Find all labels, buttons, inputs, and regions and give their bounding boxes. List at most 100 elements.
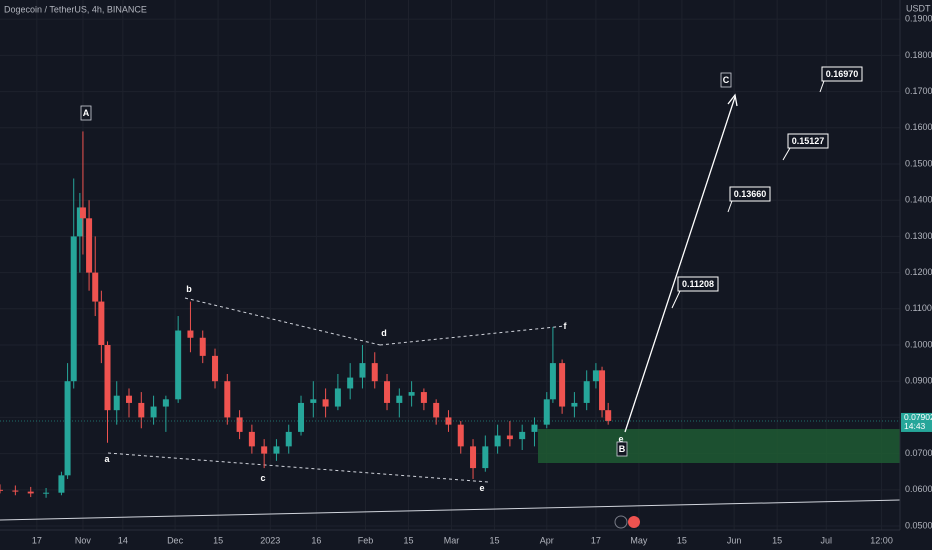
annotation: a [104, 454, 110, 464]
x-tick-label: 15 [677, 535, 687, 545]
candle-body [12, 490, 19, 492]
trendline [0, 499, 901, 521]
x-tick-label: Nov [75, 535, 92, 545]
x-tick-label: Mar [444, 535, 460, 545]
annotation: B [619, 444, 626, 454]
candle-body [334, 388, 341, 407]
candle-body [298, 402, 305, 432]
icon [614, 515, 628, 529]
candle-body [162, 399, 169, 407]
candle-body [549, 363, 556, 400]
chart-title: Dogecoin / TetherUS, 4h, BINANCE [4, 4, 147, 14]
candle-body [138, 402, 145, 418]
candle-body [506, 435, 513, 440]
candle-body [126, 395, 133, 403]
arrow-head [727, 93, 738, 107]
x-tick-label: 15 [213, 535, 223, 545]
label-box [729, 186, 771, 202]
annotation: A [83, 108, 90, 118]
candle-body [322, 399, 329, 407]
candle-body [371, 363, 378, 382]
label-tail [782, 147, 791, 161]
projection-arrow [624, 96, 736, 433]
annotation: e [618, 434, 623, 444]
candle-body [583, 381, 590, 403]
annotation: d [381, 328, 387, 338]
candle-body [79, 207, 86, 219]
annotation: f [564, 321, 568, 331]
label-box [787, 133, 829, 149]
candle-body [175, 330, 182, 400]
y-tick-label: 0.19000 [905, 14, 932, 24]
candle-body [150, 406, 157, 418]
candle-body [470, 446, 477, 469]
candle-body [408, 392, 415, 396]
candle-body [285, 431, 292, 447]
annotation: 0.11208 [682, 279, 714, 289]
annotation: 0.15127 [792, 136, 825, 146]
candle-body [605, 410, 612, 421]
x-tick-label: 16 [311, 535, 321, 545]
label-tail [671, 290, 681, 309]
candle-body [98, 301, 105, 346]
x-tick-label: Apr [540, 535, 554, 545]
x-tick-label: 15 [490, 535, 500, 545]
x-tick-label: 17 [32, 535, 42, 545]
candle-body [43, 492, 50, 494]
last-price-box [901, 412, 932, 432]
x-tick-label: 2023 [260, 535, 280, 545]
annotation: 0.13660 [734, 189, 767, 199]
candle-body [92, 272, 99, 302]
candle-body [494, 435, 501, 447]
candle-body [433, 402, 440, 418]
candle-body [384, 381, 391, 403]
candle-body [310, 399, 317, 403]
x-tick-label: Dec [167, 535, 184, 545]
candle-body [248, 431, 255, 447]
icon [628, 516, 640, 528]
label-tail [819, 80, 825, 93]
candle-body [187, 330, 194, 338]
candles [0, 131, 612, 498]
candle-body [420, 392, 427, 403]
x-tick-label: 15 [404, 535, 414, 545]
last-price-label: 0.07902 [904, 412, 932, 422]
candle-body [104, 345, 111, 411]
candle-body [113, 395, 120, 411]
y-axis-label: USDT [906, 3, 931, 13]
candle-body [396, 395, 403, 403]
wave-line [379, 325, 566, 346]
label-box [80, 105, 92, 121]
countdown: 14:43 [904, 421, 926, 431]
support-zone [538, 429, 900, 463]
candle-body [224, 381, 231, 418]
x-tick-label: 12:00 [870, 535, 893, 545]
candle-body [261, 446, 268, 454]
annotation: e [479, 483, 484, 493]
candle-body [445, 417, 452, 425]
candle-body [519, 431, 526, 440]
annotation: C [723, 75, 730, 85]
x-tick-label: 15 [772, 535, 782, 545]
candle-body [64, 381, 71, 476]
label-box [616, 441, 628, 457]
x-tick-label: Jun [727, 535, 742, 545]
x-tick-label: May [630, 535, 648, 545]
candle-body [592, 370, 599, 382]
x-tick-label: 14 [118, 535, 128, 545]
candle-body [58, 475, 65, 493]
label-box [821, 66, 863, 82]
annotation: c [260, 473, 265, 483]
candle-body [571, 402, 578, 407]
